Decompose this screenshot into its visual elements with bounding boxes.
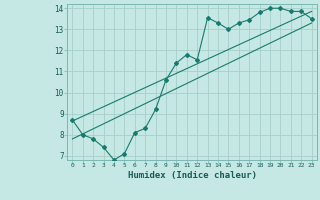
X-axis label: Humidex (Indice chaleur): Humidex (Indice chaleur) (127, 171, 257, 180)
